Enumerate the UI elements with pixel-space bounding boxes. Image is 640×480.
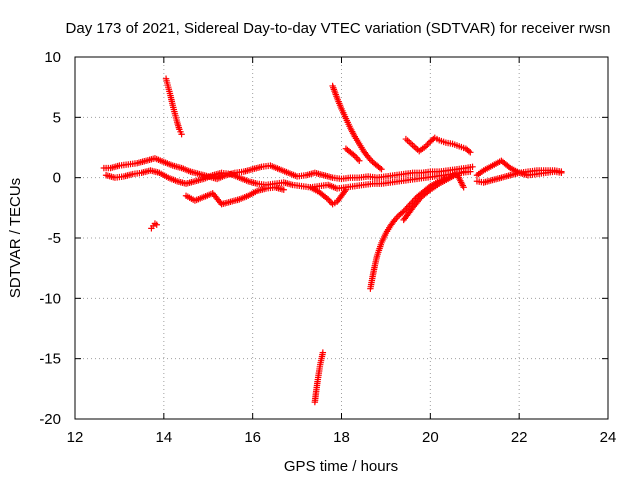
data-point [153, 221, 160, 228]
series-track-steep-rise [367, 168, 467, 292]
data-point [342, 186, 350, 193]
series-track-rise-to-20.8 [400, 170, 467, 224]
data-point [399, 209, 406, 216]
x-tick-label: 12 [67, 429, 84, 446]
data-point [178, 131, 185, 138]
series-track-dip-17-18 [307, 184, 350, 208]
series-track-rising-14 [162, 75, 185, 138]
data-point [376, 164, 384, 172]
y-tick-label: 10 [44, 49, 61, 66]
data-point [465, 147, 473, 155]
chart-title: Day 173 of 2021, Sidereal Day-to-day VTE… [66, 20, 611, 37]
data-points [100, 75, 565, 406]
data-point [469, 163, 476, 171]
x-tick-label: 14 [155, 429, 172, 446]
x-tick-label: 22 [511, 429, 528, 446]
data-point [467, 168, 474, 175]
series-track-main-lower [102, 167, 474, 192]
data-point [319, 349, 327, 356]
y-tick-label: 5 [53, 109, 61, 126]
y-tick-label: -10 [39, 290, 61, 307]
data-point [323, 194, 330, 202]
x-tick-label: 24 [600, 429, 617, 446]
grid-lines [75, 57, 608, 419]
y-tick-label: 0 [53, 170, 61, 187]
data-point [505, 163, 513, 171]
series-track-descending-18 [329, 82, 385, 173]
series-track-upper-right [402, 134, 474, 156]
data-point [460, 184, 467, 191]
y-tick-label: -20 [39, 411, 61, 428]
x-tick-label: 18 [333, 429, 350, 446]
x-axis-label: GPS time / hours [284, 458, 398, 475]
data-point [425, 187, 433, 195]
data-point [356, 157, 363, 164]
series-track-spur-18.2 [342, 145, 363, 164]
data-point [460, 168, 467, 175]
x-tick-label: 20 [422, 429, 439, 446]
data-point [354, 155, 361, 163]
series-track-isolated-13.8 [148, 220, 160, 232]
x-tick-label: 16 [244, 429, 261, 446]
data-point [467, 149, 474, 156]
series-track-late-evening-lower [473, 167, 565, 186]
tick-labels: 12 14 16 18 20 22 24 10 5 0 -5 -10 -15 -20 [39, 49, 616, 446]
data-point [280, 186, 287, 193]
axis-ticks [74, 56, 609, 420]
data-point [378, 166, 385, 173]
data-point [558, 168, 565, 175]
series-track-falling-17.5 [311, 349, 327, 406]
y-tick-label: -15 [39, 351, 61, 368]
data-point [350, 151, 357, 158]
data-point [341, 188, 349, 195]
y-tick-label: -5 [48, 230, 61, 247]
series-track-dip-14-16 [182, 184, 287, 208]
y-axis-label: SDTVAR / TECUs [7, 178, 24, 298]
